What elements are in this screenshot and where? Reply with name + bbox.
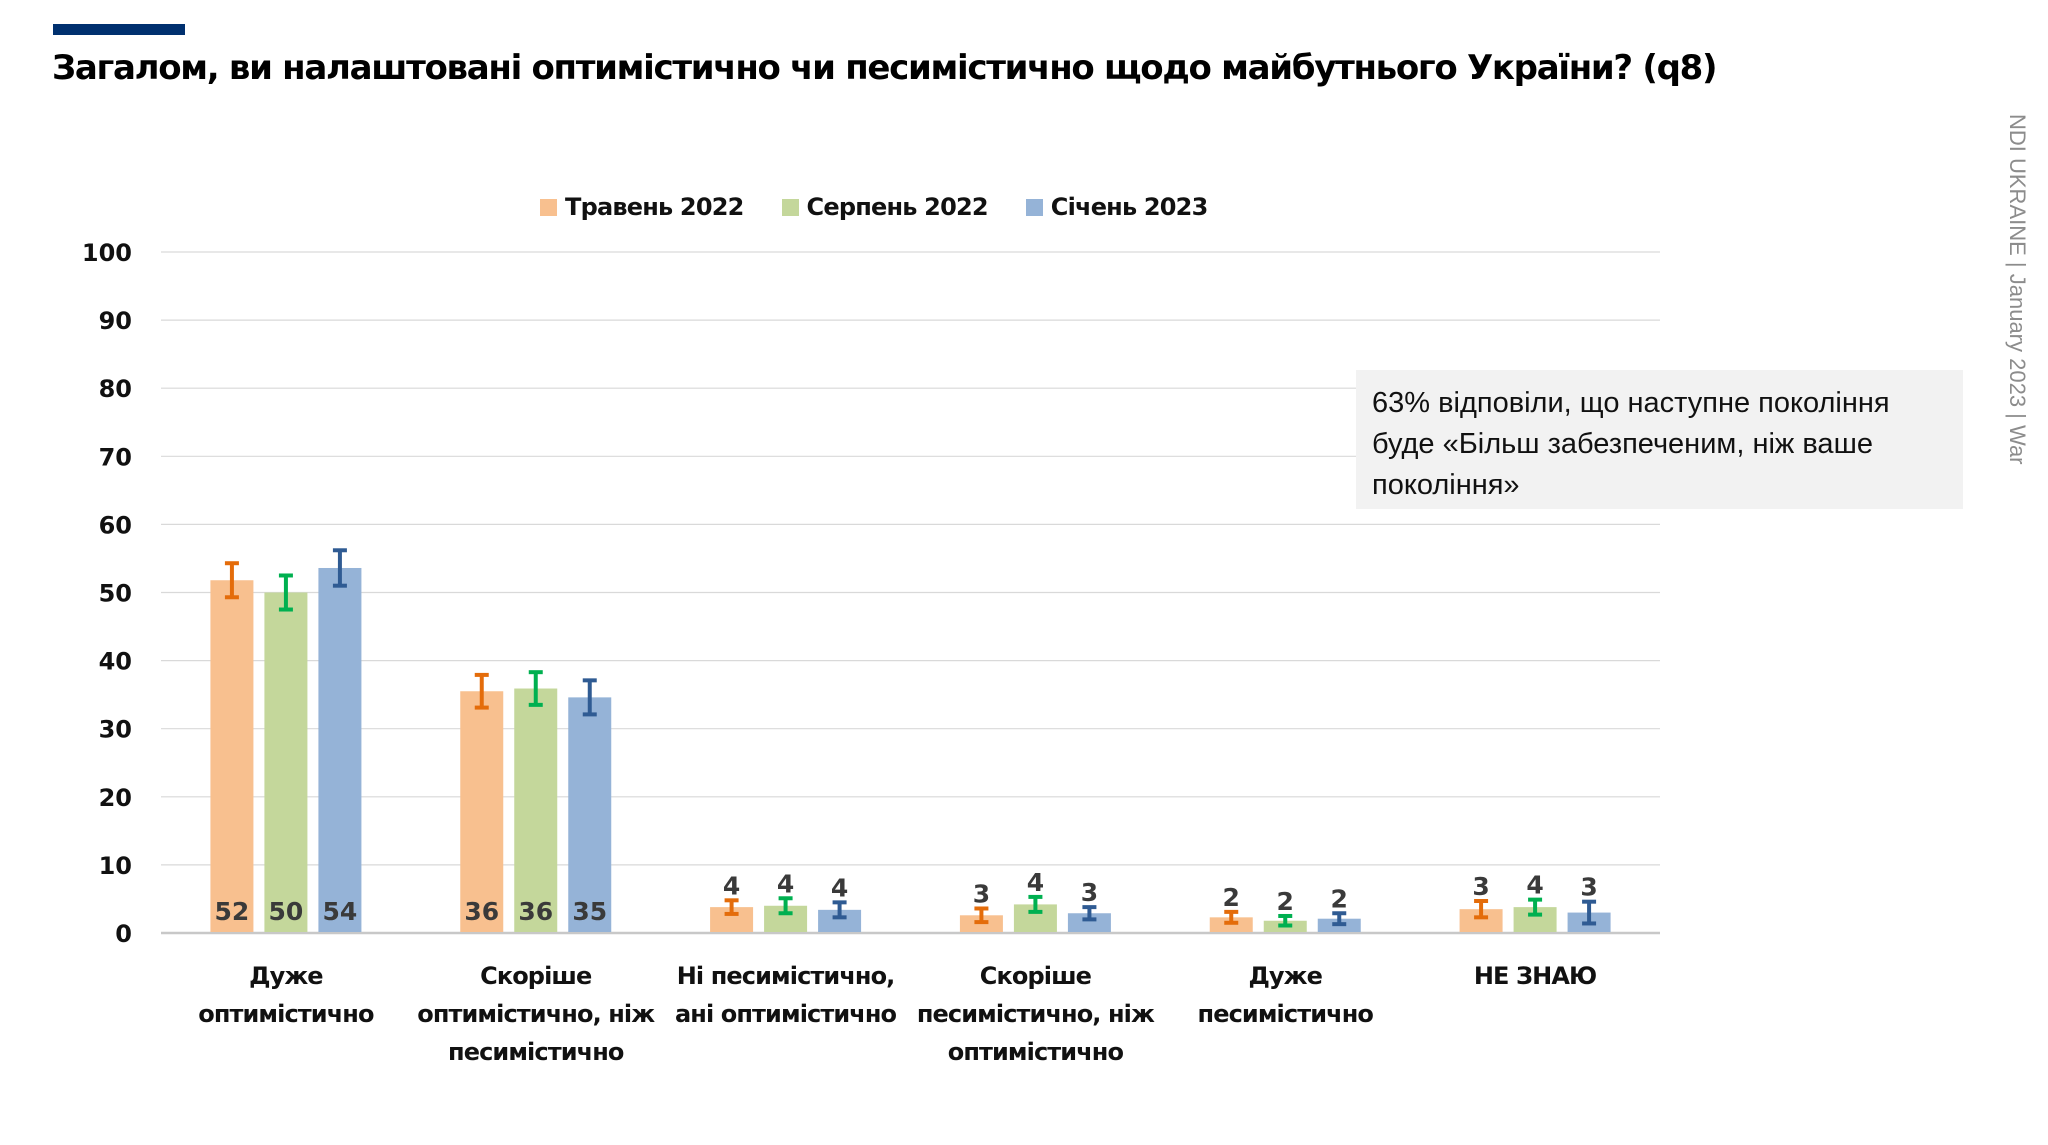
y-tick-label: 90 (99, 307, 132, 335)
error-bar (1224, 909, 1239, 925)
x-category-label: Дуже оптимістично (161, 957, 411, 1033)
x-category-label-line: песимістично (448, 1038, 624, 1066)
y-tick-label: 0 (115, 920, 132, 948)
error-bars (224, 548, 1597, 928)
data-label: 2 (1277, 887, 1294, 916)
data-label: 3 (973, 879, 990, 908)
x-category-label-line: песимістично (1197, 1000, 1374, 1028)
error-bar (332, 548, 347, 588)
bar (568, 697, 612, 932)
y-tick-label: 70 (99, 443, 132, 471)
data-label: 2 (1331, 884, 1348, 913)
data-label: 50 (269, 897, 304, 926)
bar (818, 909, 862, 932)
y-tick-label: 30 (99, 716, 132, 744)
error-bar (582, 678, 597, 717)
x-category-label: Скоріше песимістично, ніж оптимістично (910, 957, 1160, 1071)
error-bar (1332, 911, 1347, 927)
legend-item-jan-2023: Січень 2023 (1025, 193, 1209, 221)
y-tick-label: 20 (99, 784, 132, 812)
legend-swatch (781, 198, 799, 216)
data-label: 4 (831, 873, 848, 902)
legend-swatch (1025, 198, 1043, 216)
legend-swatch (540, 198, 557, 216)
x-category-label: Скоріше оптимістично, ніж песимістично (411, 957, 661, 1071)
y-tick-label: 50 (99, 580, 132, 608)
legend-item-aug-2022: Серпень 2022 (781, 193, 989, 221)
x-category-label-line: Дуже (249, 962, 323, 990)
error-bar (778, 896, 793, 916)
data-label: 4 (777, 869, 794, 898)
x-category-label-line: ані оптимістично (675, 1000, 897, 1028)
data-label: 54 (323, 897, 358, 926)
y-tick-label: 100 (82, 239, 132, 267)
legend-label: Січень 2023 (1050, 193, 1209, 221)
bar (1067, 913, 1111, 932)
data-label: 52 (215, 897, 250, 926)
error-bar (1082, 905, 1097, 922)
y-tick-label: 60 (99, 511, 132, 539)
error-bar (1028, 894, 1043, 914)
error-bar (1582, 899, 1597, 926)
data-label: 4 (1027, 868, 1044, 897)
bar (514, 688, 558, 932)
bar (1459, 909, 1503, 932)
y-tick-label: 10 (99, 852, 132, 880)
error-bar (224, 561, 239, 600)
y-axis-ticks: 0 10 20 30 40 50 60 70 80 90 100 (82, 239, 132, 948)
data-label: 4 (723, 871, 740, 900)
legend-label: Травень 2022 (565, 193, 744, 221)
error-bar (278, 573, 293, 612)
x-category-label-line: Ні песимістично, (676, 962, 896, 990)
x-category-label: НЕ ЗНАЮ (1410, 957, 1660, 995)
chart-legend: Травень 2022 Серпень 2022 Січень 2023 (540, 193, 1208, 221)
data-label: 36 (518, 897, 553, 926)
x-category-label-line: оптимістично (198, 1000, 374, 1028)
error-bar (474, 672, 489, 710)
error-bar (974, 906, 989, 925)
data-label: 35 (572, 897, 607, 926)
data-label: 36 (464, 897, 499, 926)
error-bar (1528, 897, 1543, 917)
x-category-label-line: Скоріше (480, 962, 592, 990)
data-label: 2 (1223, 883, 1240, 912)
bar (460, 691, 504, 932)
error-bar (528, 670, 543, 707)
error-bar (1278, 913, 1293, 928)
bar (264, 592, 308, 932)
data-label: 3 (1081, 878, 1098, 907)
x-category-label: Ні песимістично, ані оптимістично (661, 957, 911, 1033)
legend-label: Серпень 2022 (806, 193, 989, 221)
page-title: Загалом, ви налаштовані оптимістично чи … (52, 48, 1718, 88)
error-bar (724, 898, 739, 916)
legend-item-may-2022: Травень 2022 (540, 193, 744, 221)
x-category-label-line: оптимістично, ніж (417, 1000, 655, 1028)
accent-stripe (53, 24, 185, 35)
bars (210, 567, 1611, 932)
error-bar (832, 900, 847, 920)
gridlines (161, 251, 1660, 935)
y-tick-label: 80 (99, 375, 132, 403)
bar (318, 567, 362, 932)
data-labels: 52 50 54 36 36 35 4 4 4 3 4 3 2 2 2 3 4 3 (215, 868, 1598, 926)
data-label: 3 (1580, 873, 1597, 902)
data-label: 4 (1526, 871, 1543, 900)
x-category-label-line: Скоріше (979, 962, 1092, 990)
x-category-label-line: песимістично, ніж (916, 1000, 1155, 1028)
x-category-label-line: Дуже (1248, 962, 1323, 990)
x-category-label: Дуже песимістично (1160, 957, 1410, 1033)
bar (210, 580, 254, 932)
annotation-box: 63% відповіли, що наступне покоління буд… (1356, 370, 1963, 509)
error-bar (1474, 898, 1489, 920)
x-category-label-line: оптимістично (947, 1038, 1124, 1066)
y-tick-label: 40 (99, 648, 132, 676)
data-label: 3 (1472, 872, 1489, 901)
x-category-label-line: НЕ ЗНАЮ (1473, 962, 1597, 990)
